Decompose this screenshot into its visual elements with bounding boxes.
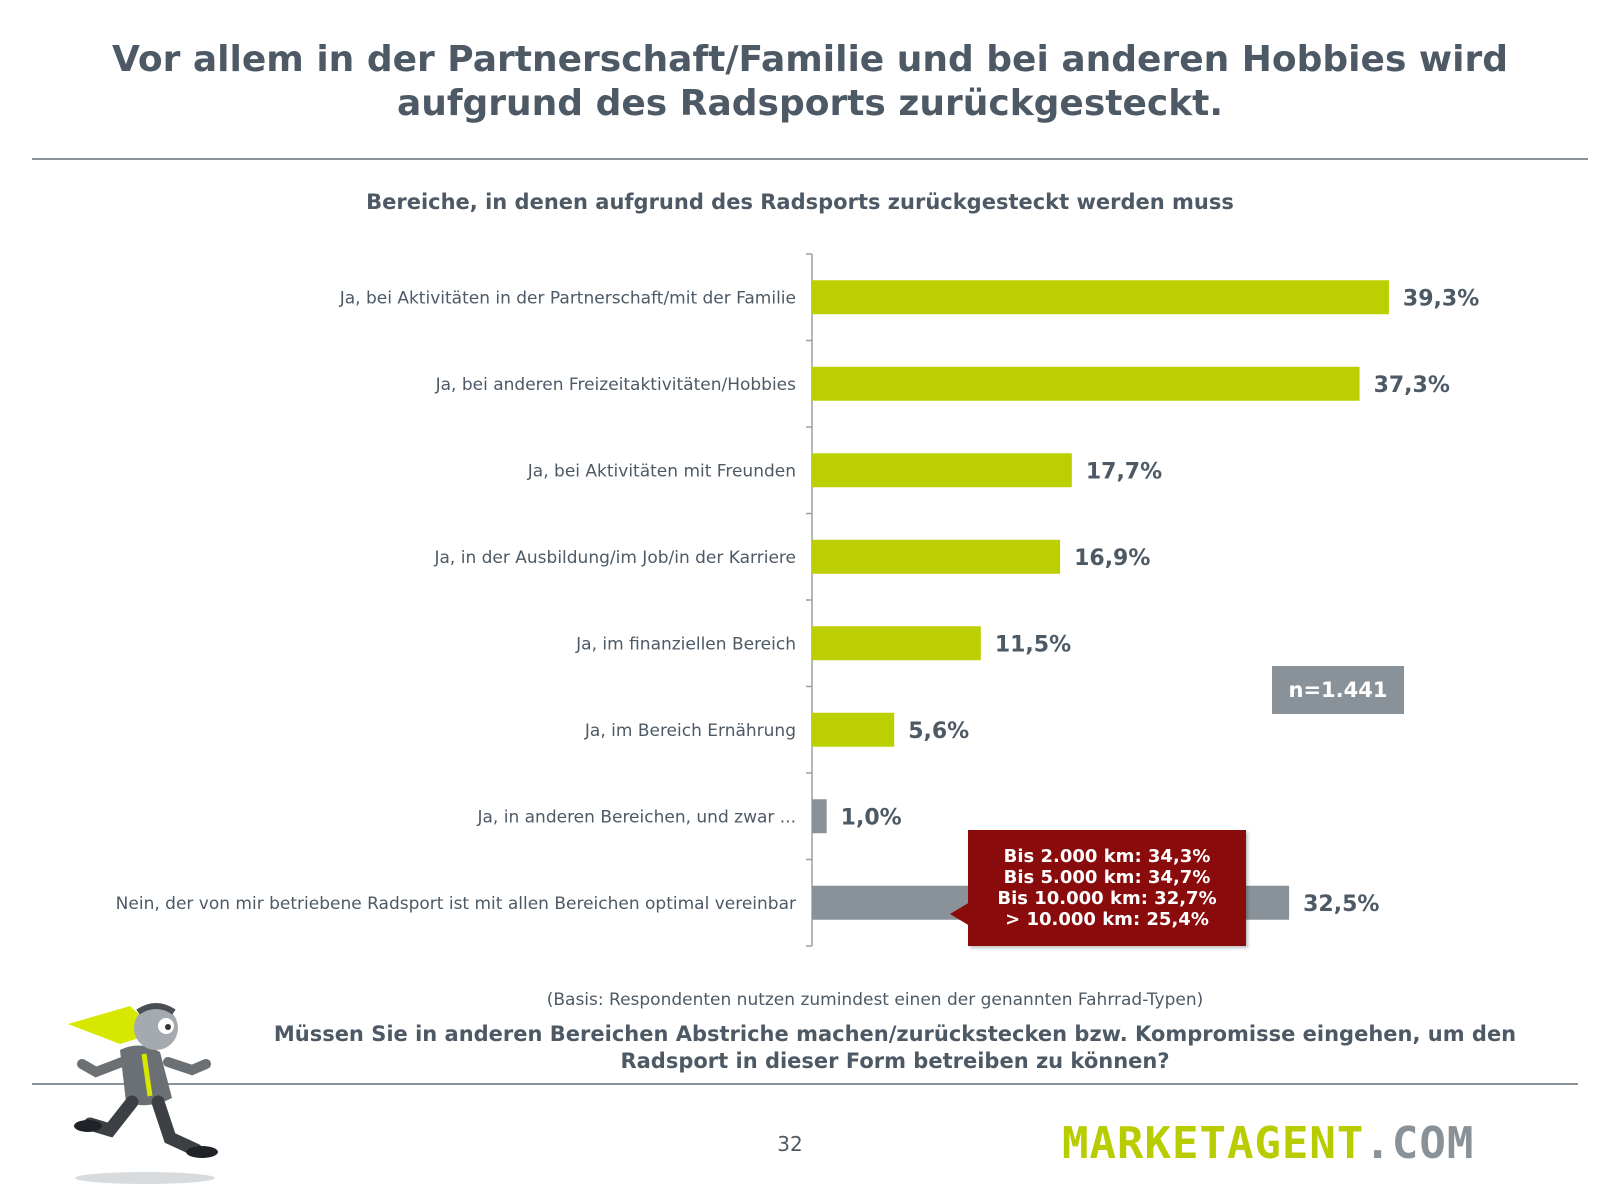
- bar: [812, 366, 1360, 401]
- value-label: 37,3%: [1374, 373, 1450, 398]
- value-label: 16,9%: [1074, 546, 1150, 571]
- page-title-line-1: Vor allem in der Partnerschaft/Familie u…: [111, 39, 1509, 80]
- value-label: 17,7%: [1086, 459, 1162, 484]
- logo-brand: MARKETAGENT: [1062, 1118, 1365, 1169]
- page-number: 32: [777, 1132, 803, 1156]
- km-breakdown-callout: Bis 2.000 km: 34,3% Bis 5.000 km: 34,7% …: [968, 830, 1246, 946]
- footer-divider: [32, 1083, 1578, 1085]
- value-label: 1,0%: [841, 805, 902, 830]
- category-label: Ja, bei anderen Freizeitaktivitäten/Hobb…: [435, 375, 797, 395]
- category-label: Ja, bei Aktivitäten in der Partnerschaft…: [339, 288, 796, 308]
- sample-size-badge: n=1.441: [1272, 666, 1404, 714]
- callout-line: Bis 2.000 km: 34,3%: [1003, 846, 1211, 867]
- page-title: Vor allem in der Partnerschaft/Familie u…: [60, 38, 1560, 126]
- callout-pointer: [950, 902, 970, 926]
- bar: [812, 799, 827, 834]
- category-label: Ja, im Bereich Ernährung: [584, 721, 796, 741]
- marketagent-logo: MARKETAGENT.COM: [1062, 1118, 1562, 1169]
- category-label: Ja, in anderen Bereichen, und zwar ...: [476, 807, 796, 827]
- value-label: 39,3%: [1403, 286, 1479, 311]
- callout-line: Bis 10.000 km: 32,7%: [997, 888, 1217, 909]
- basis-note: (Basis: Respondenten nutzen zumindest ei…: [546, 990, 1204, 1010]
- value-label: 5,6%: [908, 719, 969, 744]
- category-label: Ja, bei Aktivitäten mit Freunden: [527, 461, 796, 481]
- value-label: 32,5%: [1303, 892, 1379, 917]
- value-label: 11,5%: [995, 632, 1071, 657]
- title-divider: [32, 158, 1588, 160]
- bar: [812, 453, 1072, 488]
- bar: [812, 280, 1389, 315]
- survey-question: Müssen Sie in anderen Bereichen Abstrich…: [273, 1022, 1517, 1073]
- bar: [812, 712, 895, 747]
- callout-line: Bis 5.000 km: 34,7%: [1003, 867, 1211, 888]
- category-label: Ja, in der Ausbildung/im Job/in der Karr…: [433, 548, 796, 568]
- callout-line: > 10.000 km: 25,4%: [1005, 909, 1209, 930]
- bar: [812, 626, 981, 661]
- chart-title: Bereiche, in denen aufgrund des Radsport…: [366, 190, 1234, 214]
- category-label: Ja, im finanziellen Bereich: [575, 634, 796, 654]
- running-mascot-illustration: [68, 1003, 218, 1184]
- logo-tld: .COM: [1364, 1118, 1475, 1169]
- page-title-line-2: aufgrund des Radsports zurückgesteckt.: [396, 83, 1224, 124]
- category-label: Nein, der von mir betriebene Radsport is…: [116, 894, 796, 914]
- bar: [812, 539, 1061, 574]
